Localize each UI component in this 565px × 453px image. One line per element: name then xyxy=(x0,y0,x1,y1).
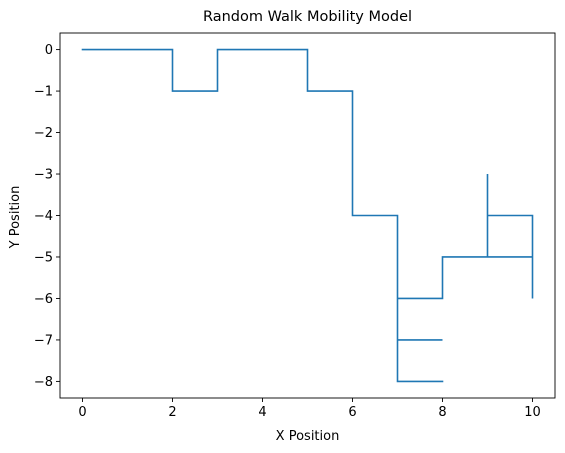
x-tick-label: 6 xyxy=(348,405,356,420)
y-tick-label: −4 xyxy=(34,209,53,224)
y-tick-label: −2 xyxy=(34,126,53,141)
chart-title: Random Walk Mobility Model xyxy=(203,9,412,25)
y-tick-label: −6 xyxy=(34,292,53,307)
y-axis: 0 −1 −2 −3 −4 −5 −6 −7 −8 xyxy=(34,43,60,390)
x-tick-label: 2 xyxy=(168,405,176,420)
x-tick-label: 4 xyxy=(258,405,266,420)
x-axis-label: X Position xyxy=(276,429,340,444)
series-line-0 xyxy=(81,48,534,383)
x-tick-label: 8 xyxy=(438,405,446,420)
y-tick-label: −8 xyxy=(34,375,53,390)
y-tick-label: −1 xyxy=(34,85,53,100)
x-axis: 0 2 4 6 8 10 xyxy=(78,398,541,420)
y-tick-label: −7 xyxy=(34,333,53,348)
y-tick-label: −5 xyxy=(34,250,53,265)
y-axis-label: Y Position xyxy=(8,186,23,250)
y-tick-label: −3 xyxy=(34,168,53,183)
plot-area xyxy=(59,32,556,399)
x-tick-label: 0 xyxy=(78,405,86,420)
y-tick-label: 0 xyxy=(45,43,53,58)
x-tick-label: 10 xyxy=(524,405,541,420)
